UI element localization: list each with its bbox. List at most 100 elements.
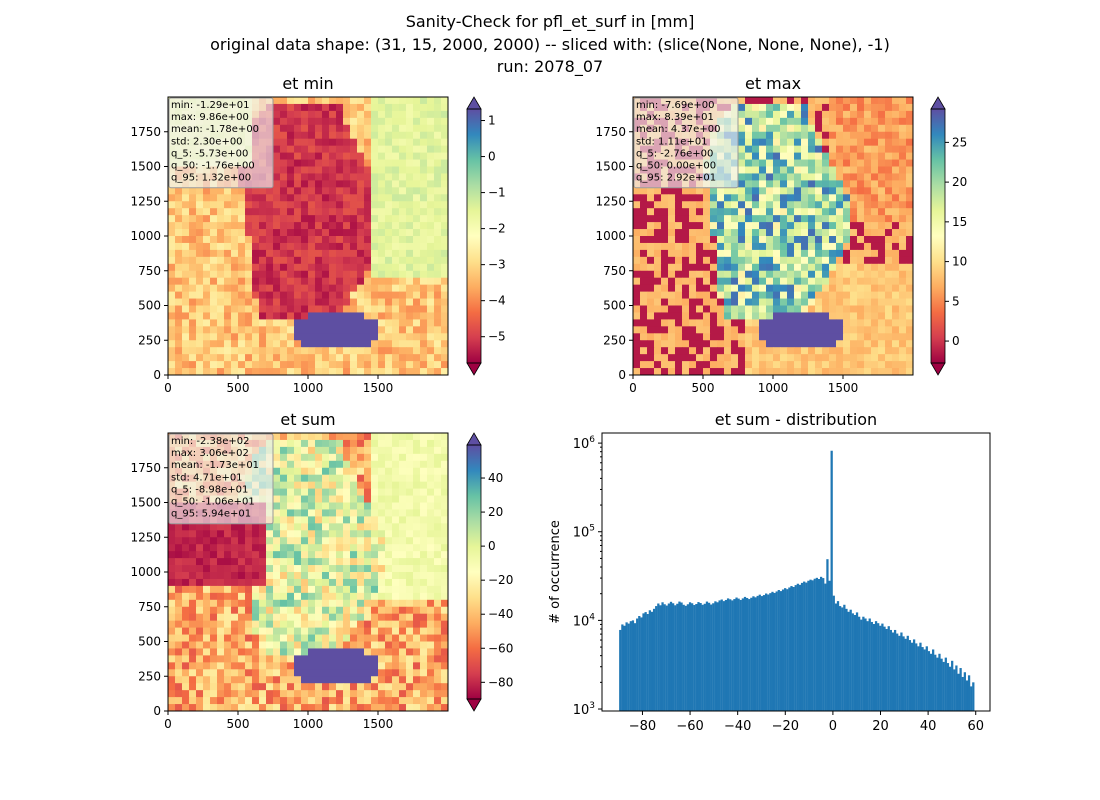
heatmap-cell (675, 284, 683, 292)
heatmap-cell (259, 606, 267, 615)
heatmap-cell (329, 446, 337, 455)
heatmap-cell (885, 340, 893, 348)
heatmap-cell (329, 312, 337, 320)
colorbar-0-frame (466, 108, 482, 364)
heatmap-cell (168, 263, 176, 272)
heatmap-cell (294, 97, 302, 105)
heatmap-cell (731, 354, 739, 362)
heatmap-cell (738, 97, 746, 105)
heatmap-cell (780, 159, 788, 167)
heatmap-cell (878, 277, 886, 286)
colorbar-tick-label: −5 (488, 330, 506, 344)
heatmap-cell (633, 291, 641, 299)
heatmap-cell (668, 326, 676, 334)
heatmap-cell (420, 606, 428, 615)
heatmap-cell (738, 361, 746, 369)
heatmap-cell (280, 117, 288, 126)
heatmap-cell (399, 187, 407, 195)
heatmap-cell (857, 201, 865, 209)
heatmap-cell (371, 110, 379, 119)
heatmap-cell (427, 180, 435, 188)
heatmap-cell (343, 291, 351, 299)
heatmap-cell (413, 242, 421, 251)
heatmap-cell (420, 446, 428, 455)
heatmap-cell (787, 326, 795, 334)
heatmap-cell (654, 277, 662, 286)
heatmap-cell (287, 481, 295, 489)
heatmap-cell (364, 662, 372, 670)
heatmap-cell (836, 305, 844, 313)
heatmap-cell (252, 277, 260, 286)
heatmap-cell (413, 236, 421, 244)
heatmap-cell (224, 690, 232, 698)
heatmap-cell (182, 648, 190, 656)
heatmap-cell (378, 256, 386, 265)
heatmap-cell (182, 249, 190, 258)
heatmap-cell (752, 361, 760, 369)
heatmap-cell (640, 270, 648, 279)
heatmap-cell (434, 229, 442, 237)
heatmap-cell (336, 131, 344, 140)
heatmap-cell (301, 439, 309, 448)
heatmap-cell (434, 208, 442, 216)
heatmap-cell (378, 347, 386, 355)
heatmap-cell (196, 194, 204, 202)
heatmap-cell (801, 194, 809, 202)
heatmap-cell (378, 229, 386, 237)
heatmap-cell (182, 368, 190, 376)
heatmap-cell (427, 474, 435, 483)
heatmap-cell (371, 467, 379, 476)
heatmap-cell (224, 298, 232, 306)
heatmap-cell (689, 215, 697, 223)
heatmap-cell (203, 697, 211, 705)
heatmap-cell (245, 620, 253, 628)
heatmap-cell (773, 284, 781, 292)
heatmap-cell (238, 704, 246, 712)
heatmap-cell (392, 572, 400, 580)
heatmap-cell (371, 249, 379, 258)
heatmap-cell (857, 145, 865, 153)
heatmap-cell (633, 222, 641, 230)
heatmap-cell (273, 578, 281, 587)
heatmap-cell (224, 326, 232, 334)
heatmap-cell (378, 662, 386, 670)
heatmap-cell (829, 131, 837, 140)
heatmap-cell (378, 551, 386, 559)
heatmap-cell (752, 340, 760, 348)
heatmap-cell (357, 523, 365, 531)
heatmap-cell (280, 361, 288, 369)
heatmap-cell (357, 347, 365, 355)
heatmap-cell (434, 572, 442, 580)
histogram-bar (636, 618, 639, 711)
heatmap-cell (350, 697, 358, 705)
heatmap-cell (301, 229, 309, 237)
heatmap-cell (245, 530, 253, 538)
heatmap-cell (371, 585, 379, 594)
heatmap-cell (182, 256, 190, 265)
heatmap-cell (633, 319, 641, 327)
heatmap-cell (392, 676, 400, 684)
heatmap-cell (441, 201, 449, 209)
heatmap-cell (364, 585, 372, 594)
heatmap-cell (210, 690, 218, 698)
heatmap-cell (259, 683, 267, 691)
heatmap-cell (210, 572, 218, 580)
heatmap-cell (413, 433, 421, 441)
heatmap-cell (857, 242, 865, 251)
heatmap-cell (266, 340, 274, 348)
heatmap-cell (413, 704, 421, 712)
heatmap-cell (364, 361, 372, 369)
heatmap-cell (434, 222, 442, 230)
heatmap-cell (336, 592, 344, 601)
heatmap-cell (378, 222, 386, 230)
heatmap-cell (752, 159, 760, 167)
heatmap-cell (745, 347, 753, 355)
heatmap-cell (203, 585, 211, 594)
heatmap-cell (906, 173, 914, 181)
heatmap-cell (231, 551, 239, 559)
heatmap-cell (392, 249, 400, 258)
heatmap-cell (766, 110, 774, 119)
heatmap-cell (794, 242, 802, 251)
heatmap-cell (413, 613, 421, 622)
heatmap-cell (871, 145, 879, 153)
